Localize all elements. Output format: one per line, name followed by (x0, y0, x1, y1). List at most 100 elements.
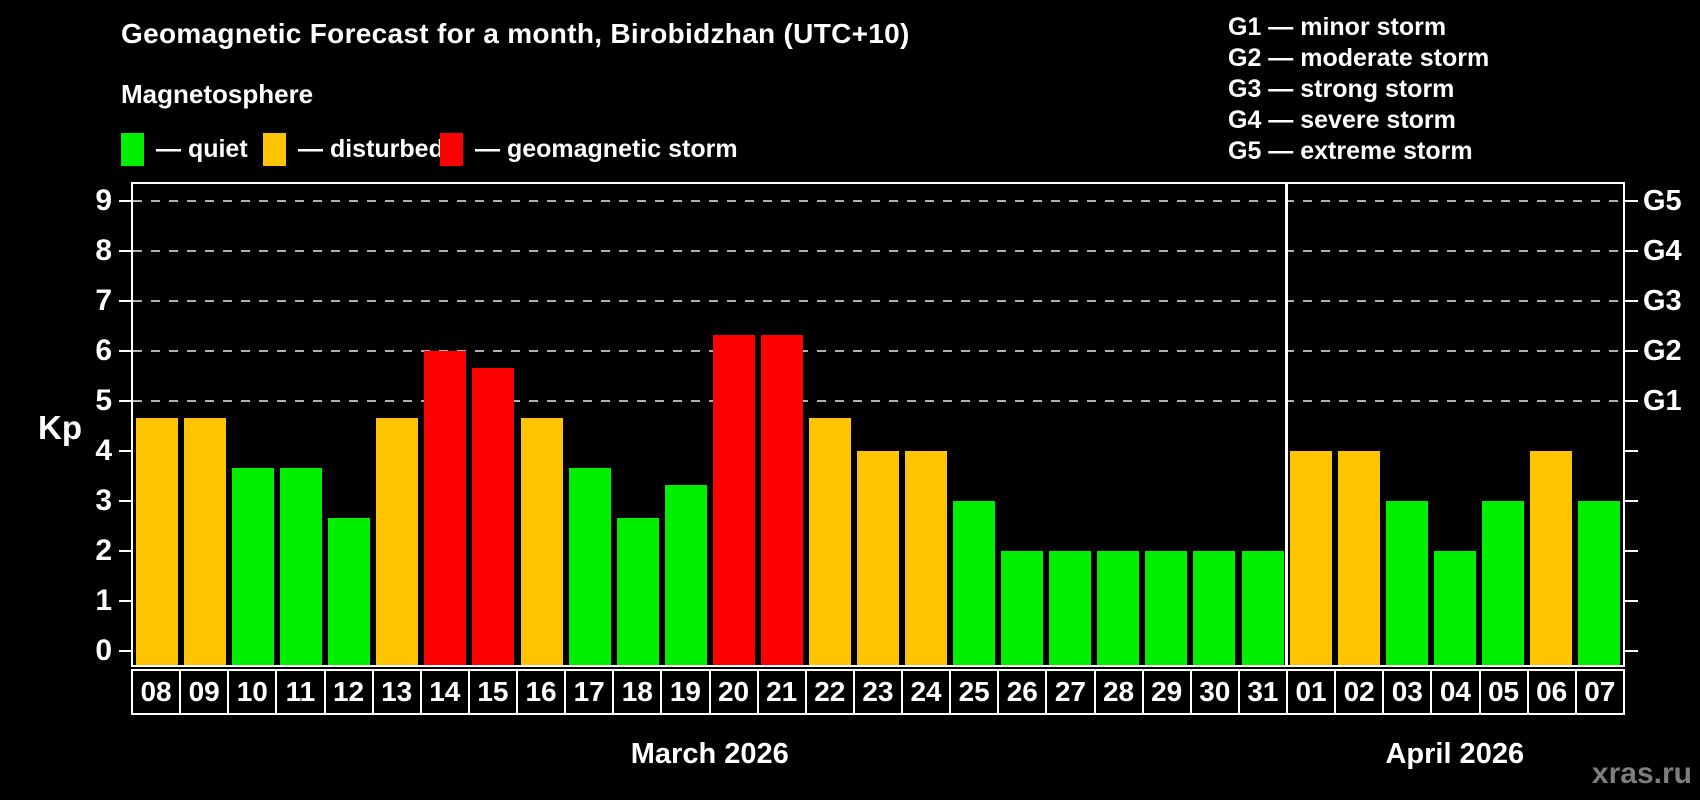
kp-bar-day-26 (1001, 551, 1044, 665)
day-label-25: 25 (951, 669, 1000, 715)
y-tick-label-1: 1 (95, 584, 112, 617)
g-scale-legend: G1 — minor storm G2 — moderate storm G3 … (1228, 12, 1489, 167)
y-tick-left-2 (119, 550, 131, 552)
kp-bar-day-12 (328, 517, 371, 665)
day-label-10: 10 (229, 669, 278, 715)
kp-bar-day-14 (424, 351, 467, 665)
g-legend-line-g5: G5 — extreme storm (1228, 137, 1473, 165)
kp-bar-day-10 (232, 467, 275, 665)
y-tick-left-9 (119, 200, 131, 202)
legend-label-disturbed: — disturbed (298, 134, 444, 163)
gridline-kp-7 (133, 300, 1623, 302)
day-label-17: 17 (566, 669, 615, 715)
kp-bar-day-31 (1241, 551, 1284, 665)
subtitle-magnetosphere: Magnetosphere (121, 79, 314, 109)
kp-bar-day-15 (472, 367, 515, 665)
day-label-18: 18 (614, 669, 663, 715)
kp-bar-day-27 (1049, 551, 1092, 665)
kp-bar-day-20 (712, 334, 755, 665)
day-label-08: 08 (131, 669, 182, 715)
plot-area (131, 182, 1625, 667)
kp-bar-day-16 (520, 417, 563, 665)
month-label: April 2026 (1385, 738, 1525, 770)
kp-bar-day-24 (905, 451, 948, 665)
y-tick-label-9: 9 (95, 184, 112, 217)
kp-bar-day-05 (1481, 501, 1524, 665)
gridline-kp-6 (133, 350, 1623, 352)
g-legend-line-g3: G3 — strong storm (1228, 75, 1455, 103)
y-tick-right-8 (1625, 250, 1638, 252)
y-tick-right-9 (1625, 200, 1638, 202)
day-axis-row: 08 09 10 11 12 13 14 15 16 17 18 19 20 21 22 23 24 25 26 27… (131, 669, 1625, 715)
y-tick-label-6: 6 (95, 334, 112, 367)
legend-label-quiet: — quiet (156, 134, 248, 163)
g-legend-line-g2: G2 — moderate storm (1228, 44, 1490, 72)
kp-bar-day-11 (280, 467, 323, 665)
y-tick-right-2 (1625, 550, 1638, 552)
kp-bar-day-19 (664, 484, 707, 665)
day-label-05: 05 (1480, 669, 1529, 715)
y-tick-left-6 (119, 350, 131, 352)
kp-bar-day-23 (857, 451, 899, 665)
watermark: xras.ru (1591, 757, 1692, 790)
kp-bar-day-13 (376, 417, 419, 665)
month-separator (1285, 184, 1289, 665)
day-label-23: 23 (854, 669, 903, 715)
y-tick-right-7 (1625, 300, 1638, 302)
gridline-kp-5 (133, 400, 1623, 402)
kp-bar-day-07 (1577, 501, 1620, 665)
y-tick-left-4 (119, 450, 131, 452)
day-label-14: 14 (421, 669, 470, 715)
g-level-label-g2: G2 (1643, 335, 1682, 367)
gridline-kp-8 (133, 250, 1623, 252)
day-label-26: 26 (999, 669, 1048, 715)
g-level-label-g4: G4 (1643, 235, 1682, 267)
legend-label-storm: — geomagnetic storm (475, 134, 738, 163)
y-tick-left-0 (119, 650, 131, 652)
y-tick-right-6 (1625, 350, 1638, 352)
storm-swatch-icon (440, 132, 463, 166)
day-label-28: 28 (1095, 669, 1144, 715)
g-level-label-g3: G3 (1643, 285, 1682, 317)
day-label-16: 16 (518, 669, 567, 715)
y-tick-right-1 (1625, 600, 1638, 602)
kp-bar-day-18 (616, 517, 659, 665)
day-label-29: 29 (1143, 669, 1192, 715)
legend-item-storm: — geomagnetic storm (440, 131, 738, 167)
y-tick-label-4: 4 (95, 434, 112, 467)
y-tick-label-2: 2 (95, 534, 112, 567)
y-tick-left-1 (119, 600, 131, 602)
kp-bar-day-21 (760, 334, 803, 665)
kp-bar-day-22 (808, 417, 851, 665)
y-tick-left-8 (119, 250, 131, 252)
kp-bar-day-02 (1337, 451, 1380, 665)
y-tick-right-3 (1625, 500, 1638, 502)
day-label-13: 13 (373, 669, 422, 715)
y-tick-label-0: 0 (95, 634, 112, 667)
day-label-02: 02 (1336, 669, 1385, 715)
y-tick-label-3: 3 (95, 484, 112, 517)
kp-bar-day-30 (1193, 551, 1236, 665)
kp-bar-day-28 (1097, 551, 1140, 665)
day-label-27: 27 (1047, 669, 1096, 715)
gridline-kp-9 (133, 200, 1623, 202)
y-tick-label-7: 7 (95, 284, 112, 317)
kp-axis-label: Kp (38, 409, 82, 446)
day-label-04: 04 (1432, 669, 1481, 715)
kp-bar-day-29 (1145, 551, 1188, 665)
day-label-01: 01 (1288, 669, 1337, 715)
legend-item-quiet: — quiet (121, 131, 248, 167)
day-label-06: 06 (1528, 669, 1577, 715)
day-label-09: 09 (181, 669, 230, 715)
kp-bar-day-01 (1289, 451, 1332, 665)
month-label: March 2026 (630, 738, 789, 770)
y-tick-right-5 (1625, 400, 1638, 402)
y-tick-left-5 (119, 400, 131, 402)
day-label-07: 07 (1576, 669, 1625, 715)
day-label-11: 11 (277, 669, 326, 715)
page-title: Geomagnetic Forecast for a month, Birobi… (121, 18, 910, 49)
kp-bar-day-06 (1529, 451, 1572, 665)
g-legend-line-g1: G1 — minor storm (1228, 13, 1447, 41)
day-label-19: 19 (662, 669, 711, 715)
day-label-22: 22 (806, 669, 855, 715)
